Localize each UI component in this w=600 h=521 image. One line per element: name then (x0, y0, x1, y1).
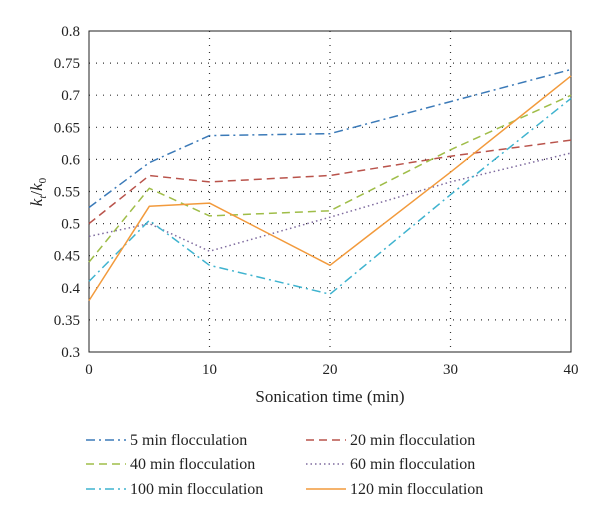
y-tick-label: 0.6 (61, 152, 80, 168)
legend: 5 min flocculation 20 min flocculation 40 … (86, 432, 483, 498)
y-label-sub-0: 0 (37, 177, 49, 183)
x-tick-label: 40 (564, 362, 579, 378)
y-tick-label: 0.45 (54, 249, 80, 265)
y-axis-label: kt/k0 (27, 177, 49, 206)
x-tick-label: 10 (202, 362, 217, 378)
legend-label-6: 120 min flocculation (350, 481, 483, 498)
series-line-2 (88, 139, 572, 225)
y-label-k0: k (27, 183, 46, 191)
legend-label-3: 40 min flocculation (130, 456, 255, 473)
y-tick-label: 0.75 (54, 56, 80, 72)
legend-label-2: 20 min flocculation (350, 432, 475, 449)
x-axis-label: Sonication time (min) (255, 387, 404, 406)
y-label-sub-t: t (37, 195, 49, 199)
legend-label-1: 5 min flocculation (130, 432, 247, 449)
y-tick-label: 0.35 (54, 313, 80, 329)
series-line-3 (88, 94, 572, 263)
y-tick-label: 0.55 (54, 185, 80, 201)
y-label-slash: / (27, 191, 46, 196)
y-tick-label: 0.5 (61, 217, 80, 233)
y-label-k: k (27, 198, 46, 206)
x-tick-label: 0 (85, 362, 93, 378)
series-line-6 (88, 75, 572, 302)
y-tick-label: 0.65 (54, 120, 80, 136)
y-tick-label: 0.7 (61, 88, 80, 104)
series-line-1 (88, 68, 572, 209)
x-tick-label: 30 (443, 362, 458, 378)
series-line-5 (88, 97, 572, 295)
series-line-4 (88, 152, 572, 252)
legend-label-4: 60 min flocculation (350, 456, 475, 473)
grid-lines (89, 31, 571, 352)
legend-label-5: 100 min flocculation (130, 481, 263, 498)
y-tick-label: 0.4 (61, 281, 80, 297)
y-tick-label: 0.3 (61, 345, 80, 361)
x-tick-label: 20 (323, 362, 338, 378)
series-lines (88, 68, 572, 302)
plot-frame (88, 30, 572, 353)
tick-labels: 0.3 0.35 0.4 0.45 0.5 0.55 0.6 0.65 0.7 0.75 0.8 0 1… (54, 24, 579, 378)
y-tick-label: 0.8 (61, 24, 80, 40)
